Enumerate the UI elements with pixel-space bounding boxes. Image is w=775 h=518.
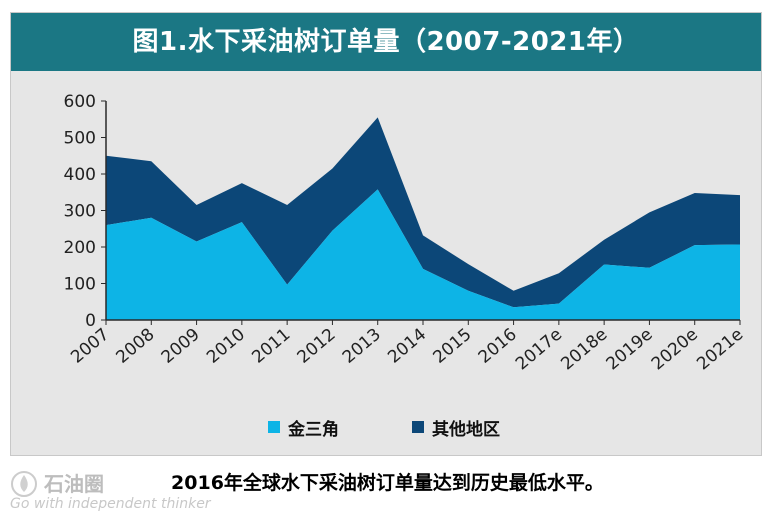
x-tick-label: 2018e [557, 325, 611, 375]
legend-item-other-regions: 其他地区 [412, 415, 500, 440]
legend-label-golden-triangle: 金三角 [288, 419, 339, 440]
x-tick-label: 2019e [603, 325, 657, 375]
chart-title: 图1.水下采油树订单量（2007-2021年） [132, 27, 640, 57]
y-tick-label: 400 [64, 165, 96, 185]
y-tick-label: 100 [64, 275, 96, 295]
x-tick-label: 2021e [693, 325, 747, 375]
watermark-slogan: Go with independent thinker [10, 496, 211, 512]
x-tick-label: 2014 [384, 325, 430, 368]
y-tick-label: 500 [64, 129, 96, 149]
y-tick-label: 300 [64, 202, 96, 222]
y-tick-label: 200 [64, 238, 96, 258]
legend-swatch-golden-triangle [268, 421, 280, 433]
legend-swatch-other-regions [412, 421, 424, 433]
legend-item-golden-triangle: 金三角 [268, 415, 339, 440]
x-tick-label: 2012 [294, 325, 340, 368]
x-tick-label: 2010 [203, 325, 249, 368]
area-series-other-regions [106, 117, 740, 308]
watermark-name: 石油圈 [44, 472, 104, 496]
area-series-golden-triangle [106, 189, 740, 320]
x-tick-label: 2017e [512, 325, 566, 375]
watermark-logo-icon [11, 471, 37, 497]
title-banner: 图1.水下采油树订单量（2007-2021年） [11, 13, 761, 71]
legend-label-other-regions: 其他地区 [432, 419, 500, 440]
x-tick-label: 2013 [339, 325, 385, 368]
x-tick-label: 2011 [248, 325, 294, 368]
x-tick-label: 2015 [430, 325, 476, 368]
x-tick-label: 2009 [158, 325, 204, 368]
x-tick-label: 2008 [113, 325, 159, 368]
y-tick-label: 600 [64, 92, 96, 112]
x-tick-label: 2020e [648, 325, 702, 375]
y-tick-label: 0 [85, 311, 96, 331]
figure-caption: 2016年全球水下采油树订单量达到历史最低水平。 [171, 472, 604, 494]
